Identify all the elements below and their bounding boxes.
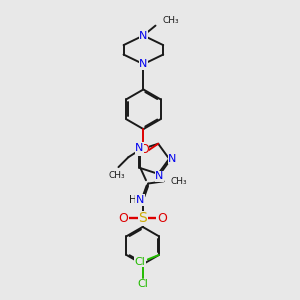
Text: CH₃: CH₃ bbox=[163, 16, 179, 25]
Text: N: N bbox=[139, 31, 148, 40]
Text: N: N bbox=[139, 59, 148, 69]
Text: CH₃: CH₃ bbox=[108, 171, 125, 180]
Text: N: N bbox=[136, 195, 144, 205]
Text: H: H bbox=[129, 195, 136, 205]
Text: O: O bbox=[157, 212, 167, 225]
Text: Cl: Cl bbox=[137, 279, 148, 289]
Text: CH₃: CH₃ bbox=[171, 177, 187, 186]
Text: N: N bbox=[135, 143, 144, 153]
Text: Cl: Cl bbox=[135, 256, 146, 267]
Text: S: S bbox=[138, 211, 147, 225]
Text: N: N bbox=[168, 154, 177, 164]
Text: O: O bbox=[139, 143, 149, 156]
Text: O: O bbox=[118, 212, 128, 225]
Text: N: N bbox=[155, 171, 164, 181]
